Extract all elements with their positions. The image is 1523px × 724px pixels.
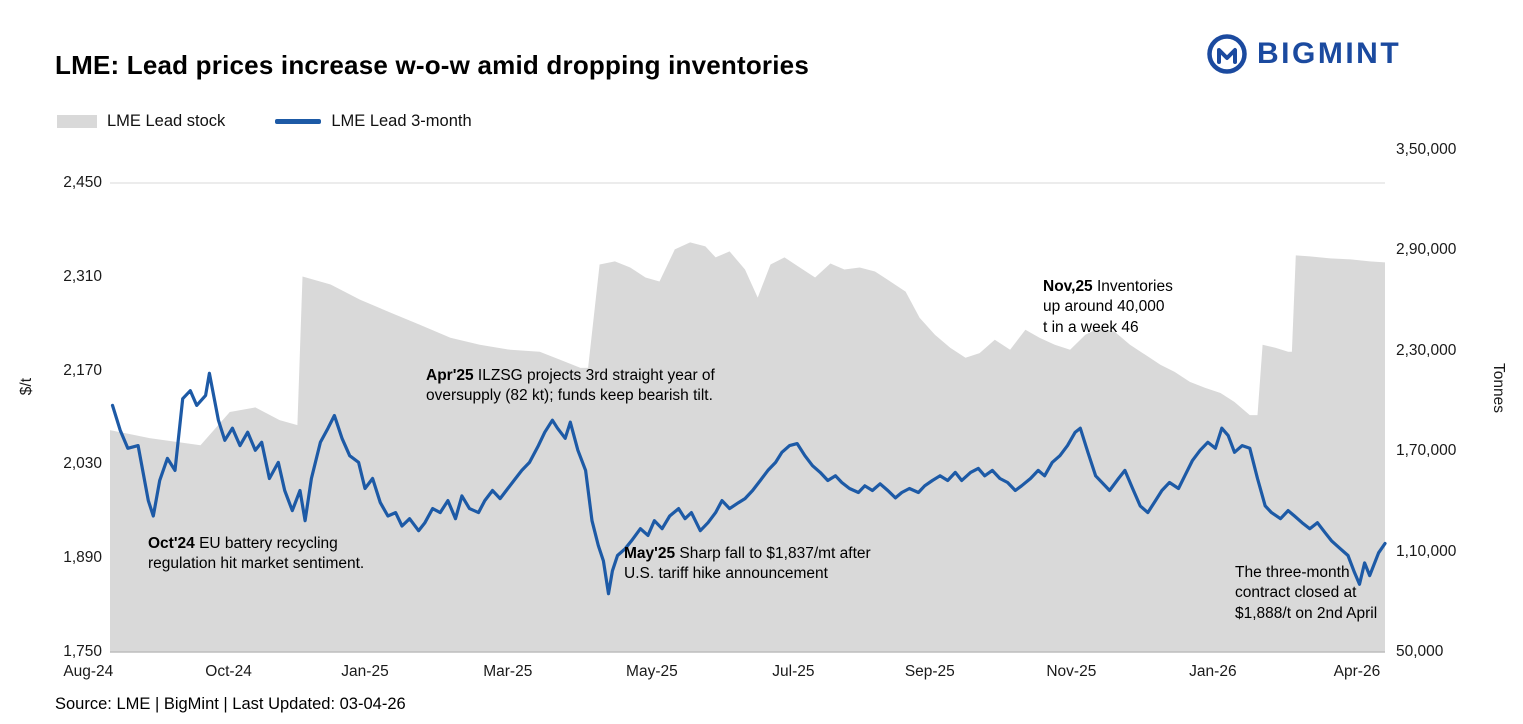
left-axis-tick: 1,890	[63, 549, 102, 567]
left-axis-tick: 1,750	[63, 643, 102, 660]
annotation-apr25-title: Apr'25	[426, 367, 474, 384]
annotation-apr25: Apr'25 ILZSG projects 3rd straight year …	[426, 366, 791, 407]
x-axis-tick: Nov-25	[1046, 663, 1097, 680]
annotation-may25: May'25 Sharp fall to $1,837/mt after U.S…	[624, 544, 882, 585]
annotation-oct24-text: EU battery recycling regulation hit mark…	[148, 535, 365, 573]
annotation-apr25-text: ILZSG projects 3rd straight year of over…	[426, 367, 715, 405]
legend-price-label: LME Lead 3-month	[331, 112, 472, 130]
annotation-may25-text: Sharp fall to $1,837/mt after U.S. tarif…	[624, 545, 871, 583]
annotation-nov25: Nov,25 Inventories up around 40,000 t in…	[1043, 277, 1173, 338]
price-line-swatch-icon	[275, 119, 322, 124]
right-axis-tick: 2,90,000	[1396, 241, 1457, 259]
x-axis-tick: Aug-24	[63, 663, 114, 680]
x-axis-tick: Mar-25	[483, 663, 533, 680]
x-axis-tick: Oct-24	[205, 663, 252, 680]
annotation-oct24-title: Oct'24	[148, 535, 195, 552]
stock-area-swatch-icon	[57, 115, 97, 128]
legend-item-stock: LME Lead stock	[57, 112, 225, 131]
bigmint-logo: BIGMINT	[1206, 33, 1401, 75]
annotation-nov25-title: Nov,25	[1043, 278, 1093, 295]
legend-item-price: LME Lead 3-month	[275, 112, 472, 131]
chart-title: LME: Lead prices increase w-o-w amid dro…	[55, 50, 809, 80]
right-axis-tick: 1,70,000	[1396, 442, 1457, 460]
right-axis-tick: 3,50,000	[1396, 141, 1457, 158]
bigmint-logo-icon	[1207, 34, 1247, 74]
x-axis-tick: Jan-25	[341, 663, 389, 680]
right-axis-tick: 2,30,000	[1396, 341, 1457, 359]
source-note: Source: LME | BigMint | Last Updated: 03…	[55, 695, 406, 713]
annotation-close-april-text: The three-month contract closed at $1,88…	[1235, 564, 1378, 622]
annotation-may25-title: May'25	[624, 545, 676, 562]
x-axis-tick: Jan-26	[1189, 663, 1237, 680]
right-axis-title: Tonnes	[1490, 363, 1507, 413]
annotation-nov25-text: Inventories up around 40,000 t in a week…	[1043, 278, 1173, 336]
stock-area-series	[110, 242, 1385, 652]
x-axis-tick: Apr-26	[1333, 663, 1381, 680]
x-axis-tick: Jul-25	[772, 663, 815, 680]
x-axis-tick: Sep-25	[904, 663, 955, 680]
left-axis-title: $/t	[18, 378, 35, 396]
left-axis-tick: 2,310	[63, 267, 102, 285]
x-axis-tick: May-25	[626, 663, 678, 680]
bigmint-logo-text: BIGMINT	[1257, 37, 1402, 70]
chart-legend: LME Lead stock LME Lead 3-month	[57, 112, 472, 131]
annotation-close-april: The three-month contract closed at $1,88…	[1235, 563, 1403, 624]
left-axis-tick: 2,450	[63, 174, 102, 191]
price-line-series	[110, 371, 1387, 596]
left-axis-tick: 2,170	[63, 361, 102, 379]
annotation-oct24: Oct'24 EU battery recycling regulation h…	[148, 534, 393, 575]
legend-stock-label: LME Lead stock	[107, 112, 226, 130]
left-axis-tick: 2,030	[63, 455, 102, 473]
right-axis-tick: 50,000	[1396, 643, 1444, 660]
right-axis-tick: 1,10,000	[1396, 542, 1457, 560]
